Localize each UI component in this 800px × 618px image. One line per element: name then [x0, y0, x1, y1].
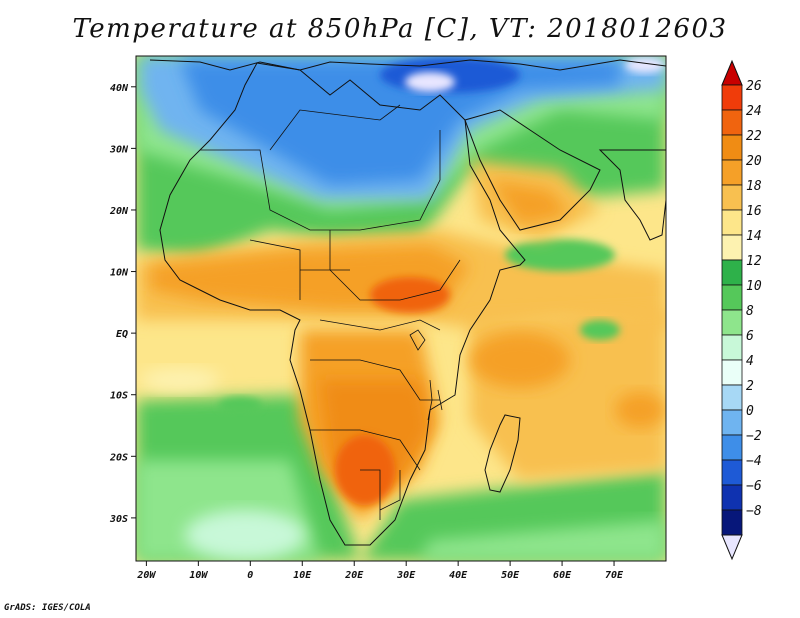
lon-tick-label: 70E — [605, 570, 624, 581]
colorbar-bin — [721, 184, 743, 211]
colorbar-bin — [721, 409, 743, 436]
colorbar-level-label: 4 — [746, 354, 754, 369]
colorbar-bin — [721, 334, 743, 361]
colorbar-level-label: 26 — [746, 79, 762, 94]
colorbar-bin — [721, 484, 743, 511]
colorbar-level-label: 0 — [746, 404, 754, 419]
colorbar-bin — [721, 384, 743, 411]
map-axes: 40N 30N 20N 10N EQ 10S 20S 30S 20W 10W 0 10E 20E 30E 4… — [109, 83, 624, 581]
lat-tick-label: 30N — [109, 144, 129, 155]
colorbar-bin — [721, 134, 743, 161]
lon-tick-label: 40E — [449, 570, 468, 581]
colorbar-level-label: −6 — [746, 479, 762, 494]
lat-tick-label: 10S — [110, 391, 128, 402]
colorbar-bin — [721, 259, 743, 286]
colorbar-level-label: 20 — [746, 154, 762, 169]
africa-coastline — [159, 62, 526, 546]
lon-tick-label: 0 — [247, 570, 253, 581]
colorbar-bin — [721, 309, 743, 336]
colorbar-level-label: 12 — [746, 254, 762, 269]
colorbar-level-label: −4 — [746, 454, 762, 469]
colorbar-bin — [721, 359, 743, 386]
colorbar-bin — [721, 459, 743, 486]
coastlines — [149, 59, 666, 546]
lon-tick-label: 50E — [501, 570, 520, 581]
colorbar-level-label: −2 — [746, 429, 762, 444]
colorbar-bin — [721, 84, 743, 111]
colorbar-min-triangle — [721, 534, 743, 561]
lon-tick-label: 60E — [553, 570, 572, 581]
lat-tick-label: 20S — [109, 452, 128, 463]
lat-tick-label: 40N — [110, 83, 129, 94]
colorbar-level-label: 24 — [746, 104, 762, 119]
colorbar-level-label: 22 — [746, 129, 762, 144]
map-frame — [135, 55, 667, 562]
grads-credit: GrADS: IGES/COLA — [4, 603, 91, 613]
madagascar-coastline — [484, 414, 521, 493]
colorbar-level-label: 2 — [746, 379, 754, 394]
colorbar-level-label: 16 — [746, 204, 762, 219]
arabia-coastline — [464, 109, 601, 231]
lat-tick-label: 10N — [110, 268, 129, 279]
colorbar-level-label: −8 — [746, 504, 762, 519]
colorbar-level-label: 14 — [746, 229, 762, 244]
colorbar-bin — [721, 109, 743, 136]
lon-tick-label: 20E — [344, 570, 364, 581]
colorbar-max-triangle — [721, 59, 743, 86]
lon-tick-label: 20W — [136, 570, 156, 581]
lat-tick-label: 20N — [109, 206, 129, 217]
colorbar-bin — [721, 509, 743, 536]
india-coastline — [598, 149, 666, 241]
lakes — [409, 329, 443, 421]
colorbar-level-label: 10 — [746, 279, 762, 294]
colorbar-bin — [721, 284, 743, 311]
colorbar-level-label: 6 — [746, 329, 754, 344]
lon-tick-label: 10W — [189, 570, 208, 581]
lat-tick-label: 30S — [109, 514, 128, 525]
colorbar-bin — [721, 159, 743, 186]
colorbar-level-label: 8 — [746, 304, 754, 319]
lat-tick-label: EQ — [116, 329, 128, 340]
colorbar-bin — [721, 434, 743, 461]
colorbar-bin — [721, 209, 743, 236]
europe-coastline — [149, 59, 666, 71]
lon-tick-label: 10E — [293, 570, 312, 581]
colorbar-bin — [721, 234, 743, 261]
map-title: Temperature at 850hPa [C], VT: 201801260… — [72, 14, 728, 44]
country-borders — [200, 104, 461, 520]
temperature-field — [136, 56, 666, 561]
colorbar-level-label: 18 — [746, 179, 762, 194]
lon-tick-label: 30E — [396, 570, 416, 581]
